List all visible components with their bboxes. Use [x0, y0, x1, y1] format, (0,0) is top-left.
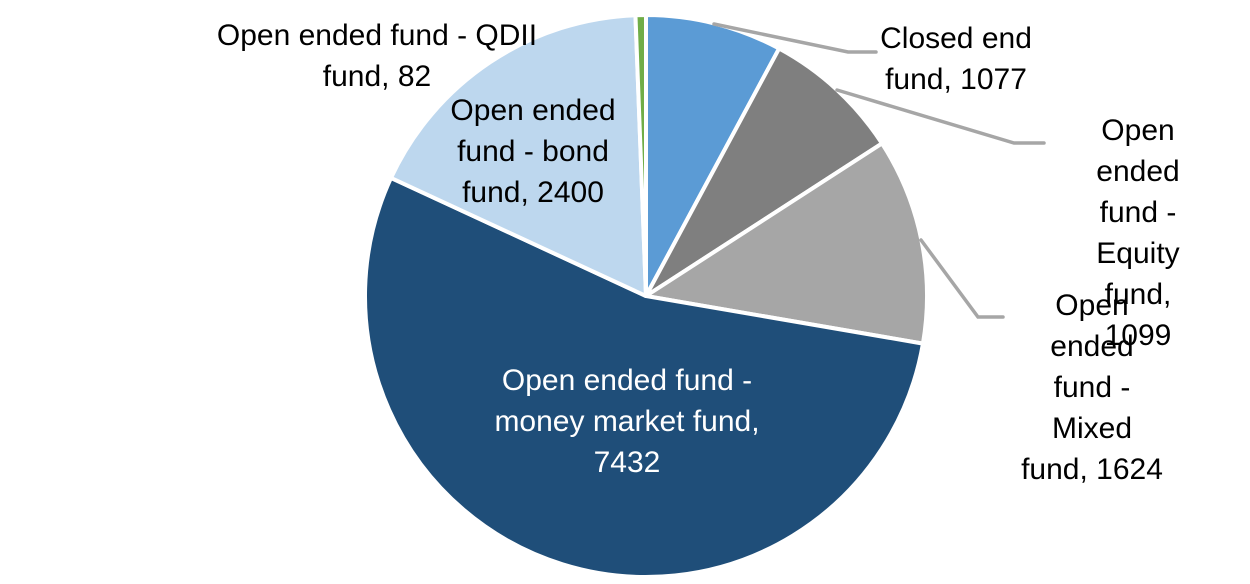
leader-line-closed-end-fund [712, 22, 878, 54]
pie-slice-open-ended-money-market-fund [363, 175, 925, 579]
slice-label-money-market-fund: Open ended fund - money market fund, 743… [494, 364, 760, 479]
slice-label-qdii-fund: Open ended fund - QDII fund, 82 [216, 19, 538, 93]
slice-label-mixed-fund: Open ended fund - Mixed fund, 1624 [1021, 289, 1163, 486]
leader-line-open-ended-equity-fund [835, 88, 1046, 145]
pie-slice-open-ended-bond-fund [389, 13, 648, 298]
slice-label-bond-fund: Open ended fund - bond fund, 2400 [450, 94, 616, 209]
slice-label-closed-end-fund: Closed end fund, 1077 [880, 22, 1032, 96]
pie-slice-open-ended-qdii-fund [633, 13, 648, 298]
slice-label-equity-fund: Open ended fund - Equity fund, 1099 [1096, 114, 1180, 352]
leader-line-open-ended-mixed-fund [919, 238, 1005, 319]
